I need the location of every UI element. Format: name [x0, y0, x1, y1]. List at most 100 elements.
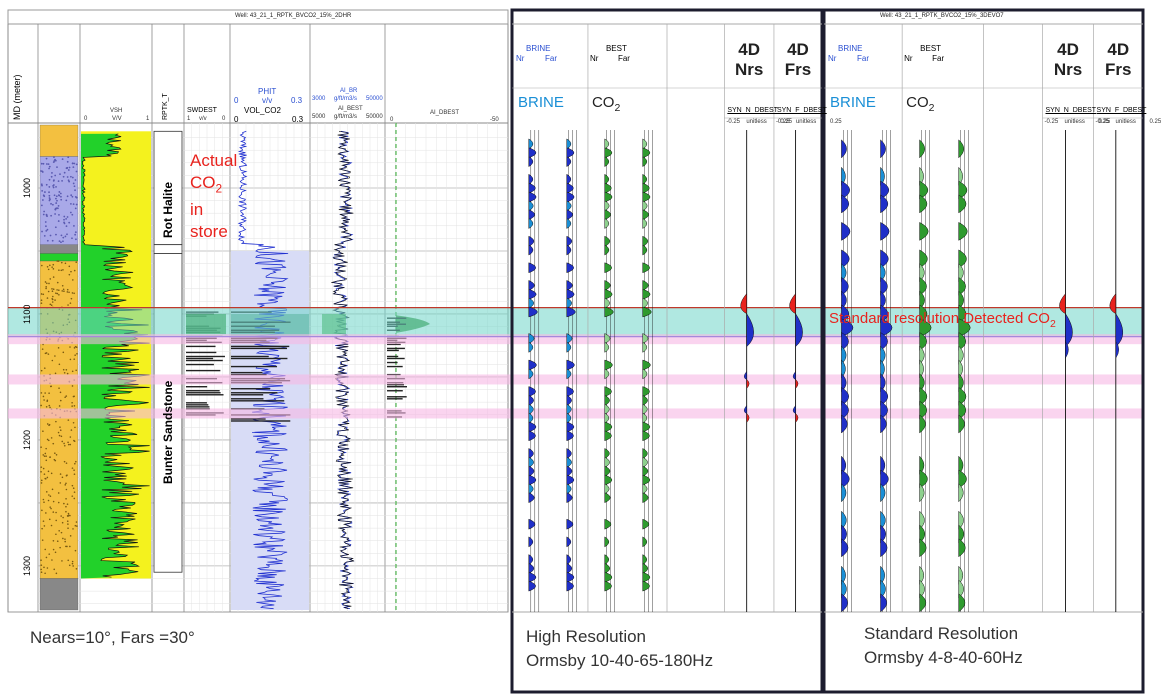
- sand-dot: [41, 539, 44, 541]
- sand-dot: [43, 367, 46, 369]
- ai-br-mnemonic: AI_BR: [340, 88, 358, 94]
- seismic-wavelet: [566, 288, 575, 300]
- seismic-wavelet: [642, 386, 650, 397]
- seismic-wavelet: [604, 156, 610, 168]
- sand-dot: [52, 511, 55, 513]
- panel-best-header: BEST: [920, 44, 942, 53]
- sand-dot: [54, 355, 56, 357]
- halite-dot: [60, 234, 63, 237]
- sand-dot: [74, 549, 77, 552]
- panel-best-header: BEST: [605, 44, 627, 53]
- panel-brine-nr: Nr: [828, 54, 837, 63]
- seismic-wavelet: [528, 288, 537, 300]
- swdest-mnemonic: SWDEST: [187, 107, 217, 114]
- angle-caption: Nears=10°, Fars =30°: [30, 628, 195, 647]
- seismic-wavelet: [642, 173, 648, 185]
- sand-dot: [71, 484, 74, 487]
- actual-line: Actual: [190, 151, 238, 170]
- seismic-wavelet: [528, 218, 534, 229]
- halite-dot: [73, 185, 76, 188]
- halite-dot: [46, 239, 49, 242]
- halite-dot: [48, 167, 50, 170]
- halite-dot: [66, 195, 69, 198]
- seismic-wavelet: [958, 221, 968, 241]
- sand-dot: [51, 301, 54, 303]
- sand-dot: [46, 265, 49, 268]
- sand-dot: [46, 476, 49, 479]
- sand-dot: [60, 515, 62, 517]
- panel-brine-header: BRINE: [526, 44, 551, 53]
- sand-dot: [52, 268, 55, 270]
- nrs-text: Nrs: [1053, 60, 1083, 79]
- halite-dot: [46, 228, 49, 231]
- sand-dot: [66, 372, 69, 375]
- vsh-max: 1: [146, 116, 150, 122]
- sand-dot: [71, 467, 74, 469]
- seismic-wavelet: [566, 580, 574, 592]
- seismic-wavelet: [566, 456, 572, 468]
- sand-dot: [65, 488, 68, 491]
- seismic-wavelet: [566, 359, 575, 371]
- ai-best-unit: g/ft/m3/s: [334, 114, 358, 120]
- panel-caption: Standard Resolution Ormsby 4-8-40-60Hz: [864, 622, 1023, 670]
- sand-dot: [40, 392, 43, 394]
- seismic-panel: [822, 8, 1145, 694]
- halite-dot: [71, 176, 74, 179]
- halite-dot: [44, 221, 47, 223]
- halite-dot: [69, 211, 72, 214]
- sand-dot: [51, 559, 53, 561]
- seismic-wavelet: [528, 262, 536, 274]
- halite-dot: [71, 237, 73, 240]
- seismic-wavelet: [528, 359, 537, 371]
- halite-dot: [50, 214, 53, 217]
- sand-dot: [47, 499, 50, 502]
- seismic-wavelet: [604, 518, 612, 530]
- diff-small-lobe: [1115, 341, 1120, 359]
- halite-dot: [54, 226, 57, 229]
- sand-dot: [74, 426, 76, 429]
- sand-dot: [66, 291, 69, 293]
- seismic-wavelet: [642, 359, 651, 371]
- swdest-bar: [231, 398, 264, 400]
- seismic-wavelet: [566, 536, 572, 548]
- seismic-wavelet: [528, 386, 536, 397]
- halite-dot: [59, 192, 62, 195]
- ai-best-mnemonic: AI_BEST: [338, 106, 363, 112]
- sand-dot: [58, 529, 60, 532]
- halite-dot: [74, 207, 77, 210]
- sand-dot: [55, 511, 57, 514]
- sand-dot: [45, 455, 47, 457]
- seismic-wavelet: [604, 394, 610, 406]
- swdest-bar: [186, 351, 217, 354]
- seismic-wavelet: [841, 483, 847, 503]
- swdest-bar: [387, 398, 403, 400]
- panel-frs-mnemonic: SYN_F_DBEST: [776, 107, 827, 114]
- halite-dot: [58, 213, 60, 216]
- seismic-wavelet: [604, 536, 610, 548]
- sand-dot: [62, 351, 65, 354]
- sand-dot: [73, 491, 76, 493]
- sand-dot: [66, 474, 68, 476]
- swdest-bar: [231, 347, 288, 350]
- sand-dot: [54, 459, 57, 462]
- sand-dot: [66, 288, 69, 291]
- sand-dot: [47, 439, 50, 442]
- seismic-wavelet: [528, 465, 535, 477]
- seismic-wavelet: [566, 182, 574, 194]
- halite-dot: [66, 160, 69, 163]
- halite-dot: [71, 162, 74, 165]
- panel-best-far: Far: [617, 54, 630, 63]
- sand-dot: [73, 405, 76, 407]
- halite-dot: [63, 171, 66, 174]
- sand-dot: [54, 299, 56, 301]
- sand-dot: [45, 447, 47, 450]
- halite-dot: [55, 197, 57, 200]
- panel-brine-far: Far: [545, 54, 557, 63]
- diff-small-lobe: [795, 413, 799, 423]
- sand-dot: [68, 273, 71, 276]
- caption-resolution: Standard Resolution: [864, 624, 1019, 643]
- seismic-wavelet: [642, 191, 651, 203]
- halite-dot: [66, 176, 69, 178]
- seismic-panel: [510, 8, 824, 694]
- sand-dot: [71, 401, 73, 404]
